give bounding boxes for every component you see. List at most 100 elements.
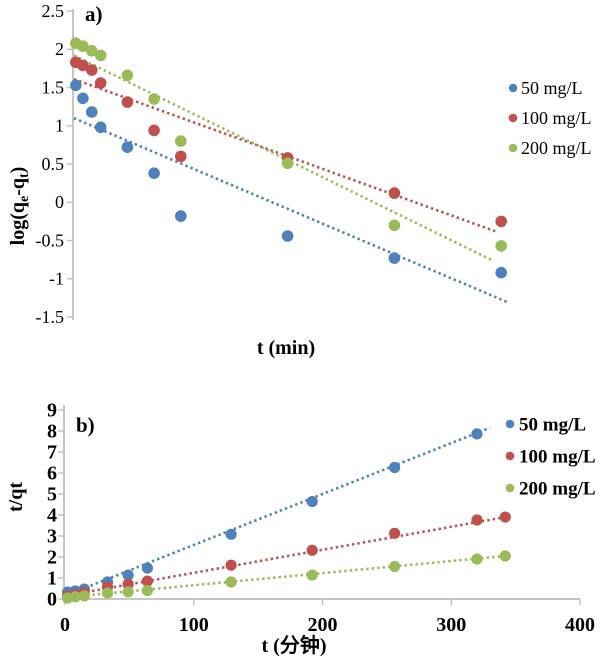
- legend-label: 200 mg/L: [519, 478, 596, 499]
- data-point-1: [388, 187, 401, 199]
- data-point-1: [148, 124, 160, 137]
- y-tick-label: 9: [47, 400, 57, 422]
- panel-label: a): [85, 2, 103, 26]
- data-point-2: [78, 590, 90, 602]
- x-tick-label: 100: [179, 614, 209, 636]
- legend-label: 200 mg/L: [521, 138, 592, 158]
- legend-marker-icon: [505, 419, 515, 429]
- chart-a: 2.5 2 1.5 1 0.5 0 -0.5 -1 -1.5 50 mg/L 100 mg/L 200…: [7, 1, 592, 359]
- data-point-0: [306, 496, 318, 508]
- legend-marker-icon: [508, 143, 518, 153]
- data-point-2: [86, 45, 98, 57]
- data-point-0: [471, 428, 483, 440]
- x-axis-title: t (分钟): [262, 633, 327, 657]
- y-tick-label: 4: [47, 505, 57, 527]
- y-tick-label: -0.5: [36, 230, 65, 250]
- data-point-0: [77, 92, 89, 105]
- y-tick-label: 2.5: [42, 1, 65, 21]
- data-point-2: [306, 569, 318, 581]
- data-point-2: [94, 49, 107, 62]
- data-point-2: [281, 157, 294, 170]
- data-point-0: [281, 230, 294, 242]
- data-point-0: [225, 528, 237, 540]
- data-point-2: [122, 586, 134, 598]
- y-tick-label: 7: [47, 442, 57, 464]
- data-point-2: [388, 219, 401, 232]
- data-point-2: [69, 591, 81, 603]
- data-point-1: [77, 59, 89, 72]
- data-point-2: [77, 40, 89, 52]
- y-tick-label: 0.5: [42, 154, 65, 174]
- data-point-1: [389, 527, 401, 539]
- data-point-2: [101, 587, 114, 599]
- y-tick-label: 6: [47, 463, 57, 485]
- x-tick-label: 200: [308, 614, 338, 636]
- data-point-2: [389, 560, 401, 573]
- data-point-1: [499, 511, 511, 523]
- data-point-0: [141, 562, 153, 574]
- y-tick-label: 2: [47, 547, 57, 569]
- y-tick-label: 3: [47, 526, 57, 548]
- y-tick-label: 1.5: [42, 77, 65, 97]
- data-point-0: [388, 252, 401, 264]
- data-point-2: [495, 240, 508, 252]
- data-point-0: [148, 167, 160, 179]
- x-tick-label: 400: [565, 614, 595, 636]
- data-point-1: [94, 77, 107, 89]
- data-point-0: [121, 141, 134, 153]
- data-point-2: [471, 553, 483, 565]
- legend-marker-icon: [508, 113, 518, 123]
- data-point-1: [495, 215, 508, 228]
- y-tick-label: 0: [55, 192, 64, 212]
- data-point-2: [121, 69, 134, 82]
- legend-label: 50 mg/L: [519, 414, 586, 435]
- data-point-1: [122, 578, 134, 590]
- data-point-2: [175, 135, 187, 147]
- y-axis-title: log(qe​-qt​): [7, 167, 32, 246]
- x-tick-label: 0: [60, 614, 70, 636]
- data-point-1: [175, 150, 187, 163]
- y-tick-label: 1: [55, 116, 64, 136]
- y-tick-label: 1: [47, 568, 57, 590]
- legend-label: 100 mg/L: [521, 108, 592, 128]
- legend-marker-icon: [508, 83, 518, 93]
- data-point-0: [495, 266, 508, 279]
- data-point-1: [471, 514, 483, 526]
- legend-label: 50 mg/L: [521, 78, 583, 98]
- data-point-1: [121, 96, 134, 108]
- trendline-1: [73, 77, 499, 234]
- panel-label: b): [76, 413, 95, 437]
- y-tick-label: -1.5: [36, 307, 65, 327]
- data-point-2: [148, 93, 160, 105]
- x-tick-label: 300: [436, 614, 466, 636]
- y-tick-label: 8: [47, 421, 57, 443]
- y-tick-label: 0: [47, 589, 57, 611]
- data-point-2: [499, 550, 511, 562]
- data-point-0: [175, 210, 187, 222]
- data-point-1: [306, 544, 318, 556]
- y-axis-title: t/qt: [5, 482, 27, 512]
- trendline-2: [64, 554, 506, 599]
- data-point-0: [122, 569, 134, 581]
- data-point-1: [225, 559, 237, 571]
- data-point-0: [86, 106, 98, 118]
- legend-label: 100 mg/L: [519, 446, 596, 467]
- y-tick-label: 2: [55, 39, 64, 59]
- data-point-1: [141, 575, 153, 587]
- data-point-0: [389, 461, 401, 474]
- trendline-0: [73, 116, 509, 304]
- trendline-2: [73, 54, 495, 263]
- x-axis-title: t (min): [257, 337, 315, 359]
- data-point-1: [86, 64, 98, 76]
- y-tick-label: 5: [47, 484, 57, 506]
- legend-marker-icon: [505, 451, 515, 461]
- data-point-0: [94, 121, 107, 134]
- data-point-0: [70, 79, 82, 92]
- trendline-0: [64, 426, 491, 598]
- data-point-2: [225, 576, 237, 588]
- legend-marker-icon: [505, 483, 515, 493]
- y-tick-label: -1: [49, 269, 64, 289]
- data-point-2: [141, 585, 153, 597]
